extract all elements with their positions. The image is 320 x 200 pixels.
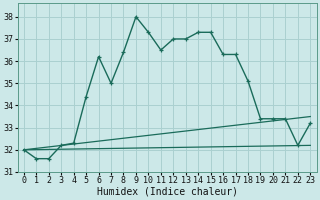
X-axis label: Humidex (Indice chaleur): Humidex (Indice chaleur) bbox=[97, 187, 237, 197]
